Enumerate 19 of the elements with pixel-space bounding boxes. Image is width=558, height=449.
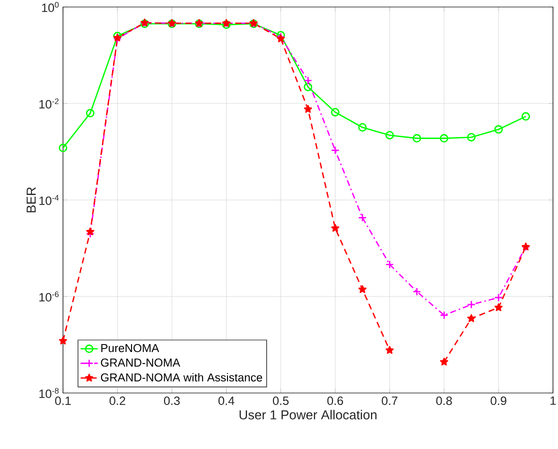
x-tick-label: 0.4 [218,396,234,406]
x-tick-label: 0.7 [382,396,398,406]
legend-label: GRAND-NOMA [100,358,180,367]
y-tick-label: 10$^{-6}$ [39,291,59,302]
y-tick-label: 10$^{-4}$ [39,195,59,205]
x-axis-title: User 1 Power Allocation [240,410,376,420]
legend-label: PureNOMA [101,344,160,352]
y-tick-label: 10$^{-2}$ [39,98,59,109]
x-tick-label: 0.5 [272,396,289,406]
x-tick-label: 0.3 [164,396,180,406]
x-tick-label: 0.6 [327,396,344,406]
x-tick-label: 1 [550,396,556,405]
x-tick-label: 0.8 [436,396,452,406]
x-tick-label: 0.1 [55,396,71,406]
y-axis-title: BER [26,187,36,212]
x-tick-label: 0.2 [110,396,126,406]
legend-label: GRAND-NOMA with Assistance [100,373,262,382]
x-tick-label: 0.9 [490,396,506,406]
y-tick-label: 10$^{0}$ [42,2,59,12]
